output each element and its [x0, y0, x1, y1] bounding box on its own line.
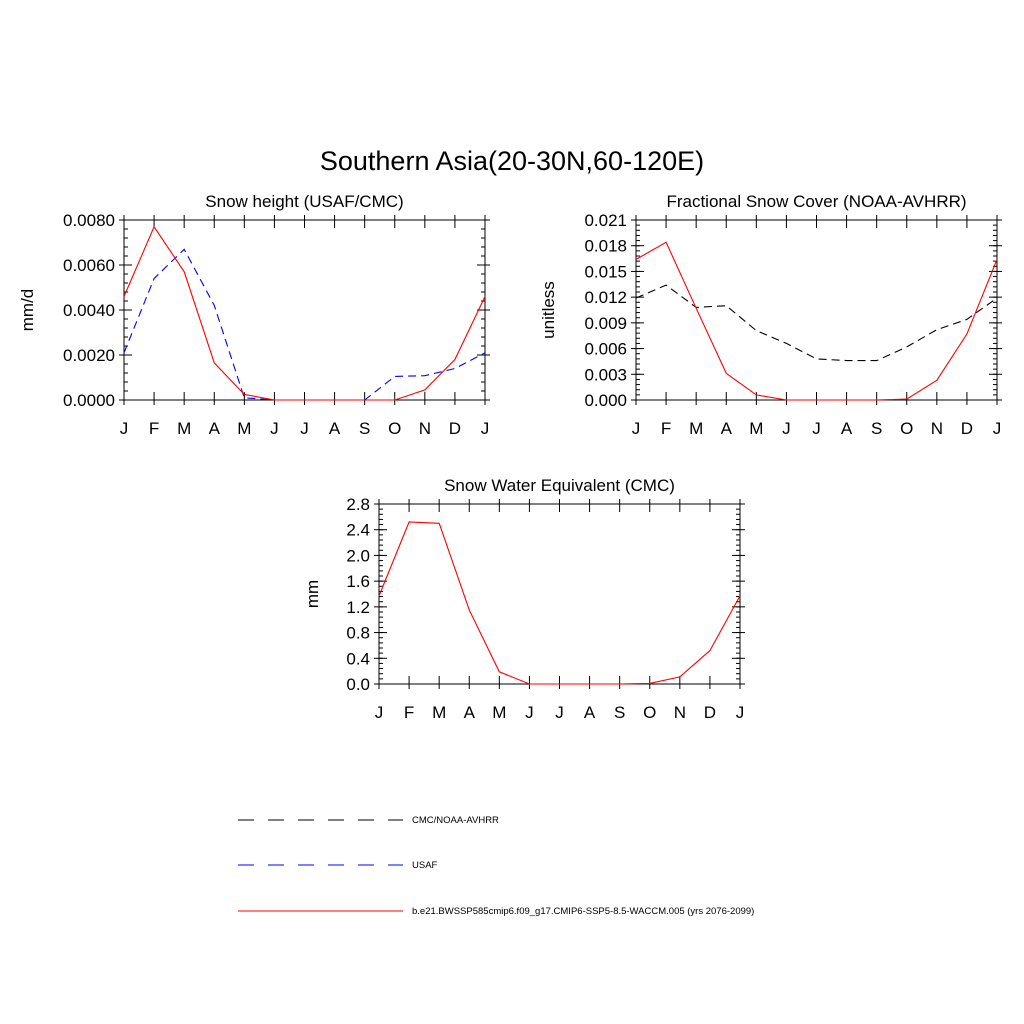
panel-title: Fractional Snow Cover (NOAA-AVHRR) [666, 192, 966, 211]
x-tick-label: A [841, 419, 853, 438]
x-tick-label: J [120, 419, 129, 438]
y-tick-label: 0.006 [584, 340, 627, 359]
y-tick-label: 0.021 [584, 211, 627, 230]
x-tick-label: O [900, 419, 913, 438]
panel-snow-water-equivalent: Snow Water Equivalent (CMC) mm 0.0 0.4 0.8… [303, 476, 745, 722]
x-tick-label: M [689, 419, 703, 438]
legend-label-model: b.e21.BWSSP585cmip6.f09_g17.CMIP6-SSP5-8… [412, 906, 754, 917]
y-tick-label: 0.0080 [63, 211, 115, 230]
x-tick-label: J [481, 419, 490, 438]
y-tick-label: 0.000 [584, 391, 627, 410]
legend-item-model: b.e21.BWSSP585cmip6.f09_g17.CMIP6-SSP5-8… [238, 906, 754, 917]
series-line-model [378, 521, 741, 685]
x-tick-label: N [419, 419, 431, 438]
x-tick-label: O [388, 419, 401, 438]
x-tick-label: M [432, 703, 446, 722]
x-tick-label: M [177, 419, 191, 438]
x-tick-label: A [721, 419, 733, 438]
y-tick-label: 1.2 [346, 598, 370, 617]
x-tick-label: J [555, 703, 564, 722]
legend: CMC/NOAA-AVHRR USAF b.e21.BWSSP585cmip6.… [238, 815, 754, 917]
x-tick-label: N [674, 703, 686, 722]
y-tick-label: 0.4 [346, 649, 370, 668]
x-tick-label: S [614, 703, 625, 722]
legend-label-usaf: USAF [412, 860, 438, 871]
y-tick-label: 0.0020 [63, 346, 115, 365]
x-tick-label: A [464, 703, 476, 722]
x-tick-label: N [931, 419, 943, 438]
y-tick-label: 0.009 [584, 314, 627, 333]
x-tick-label: A [329, 419, 341, 438]
x-tick-label: D [704, 703, 716, 722]
y-tick-label: 0.003 [584, 365, 627, 384]
x-tick-label: F [404, 703, 414, 722]
x-tick-label: D [449, 419, 461, 438]
y-tick-label: 0.0 [346, 675, 370, 694]
x-tick-label: J [993, 419, 1002, 438]
x-tick-label: J [632, 419, 641, 438]
x-tick-label: J [782, 419, 791, 438]
panel-fractional-snow-cover: Fractional Snow Cover (NOAA-AVHRR) unitl… [539, 192, 1002, 438]
legend-item-usaf: USAF [238, 860, 438, 871]
x-tick-label: J [300, 419, 309, 438]
y-tick-label: 0.8 [346, 624, 370, 643]
x-tick-label: J [525, 703, 534, 722]
x-tick-label: A [584, 703, 596, 722]
x-tick-label: S [359, 419, 370, 438]
y-tick-label: 0.015 [584, 262, 627, 281]
y-axis-label: unitless [539, 281, 558, 339]
y-tick-label: 2.4 [346, 521, 370, 540]
panel-snow-height: Snow height (USAF/CMC) mm/d 0.0000 0.0020… [18, 192, 490, 438]
y-tick-label: 0.0040 [63, 301, 115, 320]
x-tick-label: M [237, 419, 251, 438]
y-tick-label: 0.0060 [63, 256, 115, 275]
x-tick-label: S [871, 419, 882, 438]
panel-title: Snow Water Equivalent (CMC) [444, 476, 675, 495]
y-tick-label: 0.0000 [63, 391, 115, 410]
y-axis-label: mm [303, 580, 322, 608]
x-tick-label: J [270, 419, 279, 438]
x-tick-label: F [149, 419, 159, 438]
legend-label-obs: CMC/NOAA-AVHRR [412, 815, 499, 826]
x-tick-label: M [492, 703, 506, 722]
x-tick-label: J [375, 703, 384, 722]
y-tick-label: 0.018 [584, 237, 627, 256]
x-tick-label: F [661, 419, 671, 438]
x-tick-label: D [961, 419, 973, 438]
x-tick-label: M [749, 419, 763, 438]
series-line-model [123, 225, 486, 401]
x-tick-label: A [209, 419, 221, 438]
x-tick-label: O [643, 703, 656, 722]
series-line-model [635, 241, 998, 401]
x-tick-label: J [736, 703, 745, 722]
legend-item-obs: CMC/NOAA-AVHRR [238, 815, 499, 826]
panel-title: Snow height (USAF/CMC) [205, 192, 403, 211]
y-tick-label: 1.6 [346, 572, 370, 591]
y-tick-label: 0.012 [584, 288, 627, 307]
figure-title: Southern Asia(20-30N,60-120E) [320, 146, 704, 176]
y-axis-label: mm/d [18, 289, 37, 332]
y-tick-label: 2.0 [346, 546, 370, 565]
y-tick-label: 2.8 [346, 495, 370, 514]
x-tick-label: J [812, 419, 821, 438]
